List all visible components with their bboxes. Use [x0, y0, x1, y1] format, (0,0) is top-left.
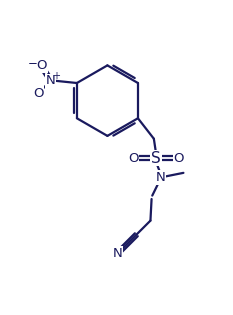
- Text: O: O: [36, 60, 47, 72]
- Text: −: −: [28, 57, 38, 70]
- Text: N: N: [46, 74, 56, 87]
- Text: S: S: [151, 151, 161, 166]
- Text: N: N: [113, 247, 122, 260]
- Text: +: +: [52, 71, 60, 81]
- Text: O: O: [128, 152, 139, 164]
- Text: N: N: [156, 171, 166, 184]
- Text: O: O: [174, 152, 184, 164]
- Text: O: O: [33, 87, 44, 100]
